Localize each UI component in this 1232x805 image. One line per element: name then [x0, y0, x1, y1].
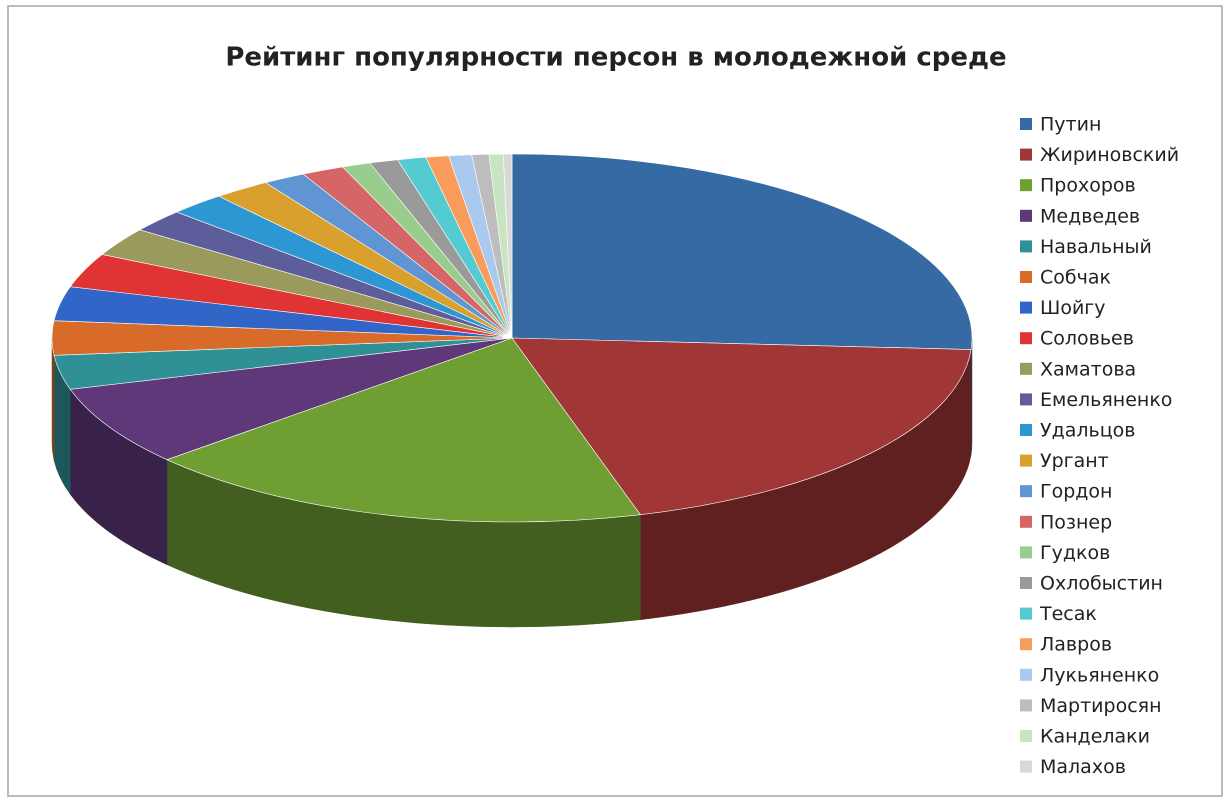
legend-swatch	[1020, 638, 1032, 651]
chart-title: Рейтинг популярности персон в молодежной…	[225, 43, 1006, 73]
legend-label: Емельяненко	[1040, 389, 1172, 411]
legend-label: Удальцов	[1040, 420, 1135, 442]
legend-label: Познер	[1040, 511, 1112, 533]
legend-label: Шойгу	[1040, 297, 1106, 319]
legend-label: Гудков	[1040, 542, 1110, 564]
legend-swatch	[1020, 730, 1032, 742]
slice	[511, 337, 972, 516]
legend-swatch	[1020, 485, 1032, 498]
legend-label: Канделаки	[1040, 726, 1150, 748]
slice	[503, 153, 513, 339]
legend-swatch	[1020, 332, 1032, 345]
legend-swatch	[1020, 148, 1032, 161]
legend-label: Путин	[1040, 114, 1101, 136]
legend-swatch	[1020, 240, 1032, 253]
legend-label: Мартиросян	[1040, 695, 1162, 717]
legend-swatch	[1020, 515, 1032, 528]
legend-label: Хаматова	[1040, 358, 1136, 380]
legend: Путин Жириновский Прохоров Медведев Навальны…	[1020, 114, 1179, 778]
legend-swatch	[1020, 760, 1032, 773]
slice	[511, 153, 973, 350]
pie-tops	[51, 153, 973, 523]
legend-label: Малахов	[1040, 756, 1126, 778]
legend-label: Собчак	[1040, 267, 1111, 289]
slice	[166, 337, 641, 523]
legend-swatch	[1020, 362, 1032, 375]
legend-label: Тесак	[1039, 603, 1097, 625]
legend-swatch	[1020, 271, 1032, 283]
legend-swatch	[1020, 209, 1032, 222]
legend-label: Гордон	[1040, 481, 1112, 503]
legend-swatch	[1020, 393, 1032, 406]
pie-sides	[51, 337, 973, 628]
legend-swatch	[1020, 577, 1032, 589]
legend-swatch	[1020, 607, 1032, 620]
legend-swatch	[1020, 546, 1032, 559]
legend-label: Прохоров	[1040, 175, 1136, 197]
slice-side	[51, 337, 55, 461]
legend-label: Лукьяненко	[1040, 664, 1159, 686]
legend-swatch	[1020, 454, 1032, 467]
legend-swatch	[1020, 699, 1032, 712]
legend-swatch	[1020, 301, 1032, 314]
legend-label: Медведев	[1040, 205, 1140, 227]
legend-label: Соловьев	[1040, 328, 1134, 350]
legend-label: Лавров	[1040, 634, 1112, 656]
legend-swatch	[1020, 179, 1032, 192]
legend-swatch	[1020, 118, 1032, 130]
legend-label: Ургант	[1040, 450, 1109, 472]
legend-label: Навальный	[1040, 236, 1152, 258]
legend-swatch	[1020, 668, 1032, 681]
legend-label: Охлобыстин	[1040, 573, 1163, 595]
slice	[69, 337, 513, 461]
legend-label: Жириновский	[1040, 144, 1179, 166]
legend-swatch	[1020, 424, 1032, 436]
